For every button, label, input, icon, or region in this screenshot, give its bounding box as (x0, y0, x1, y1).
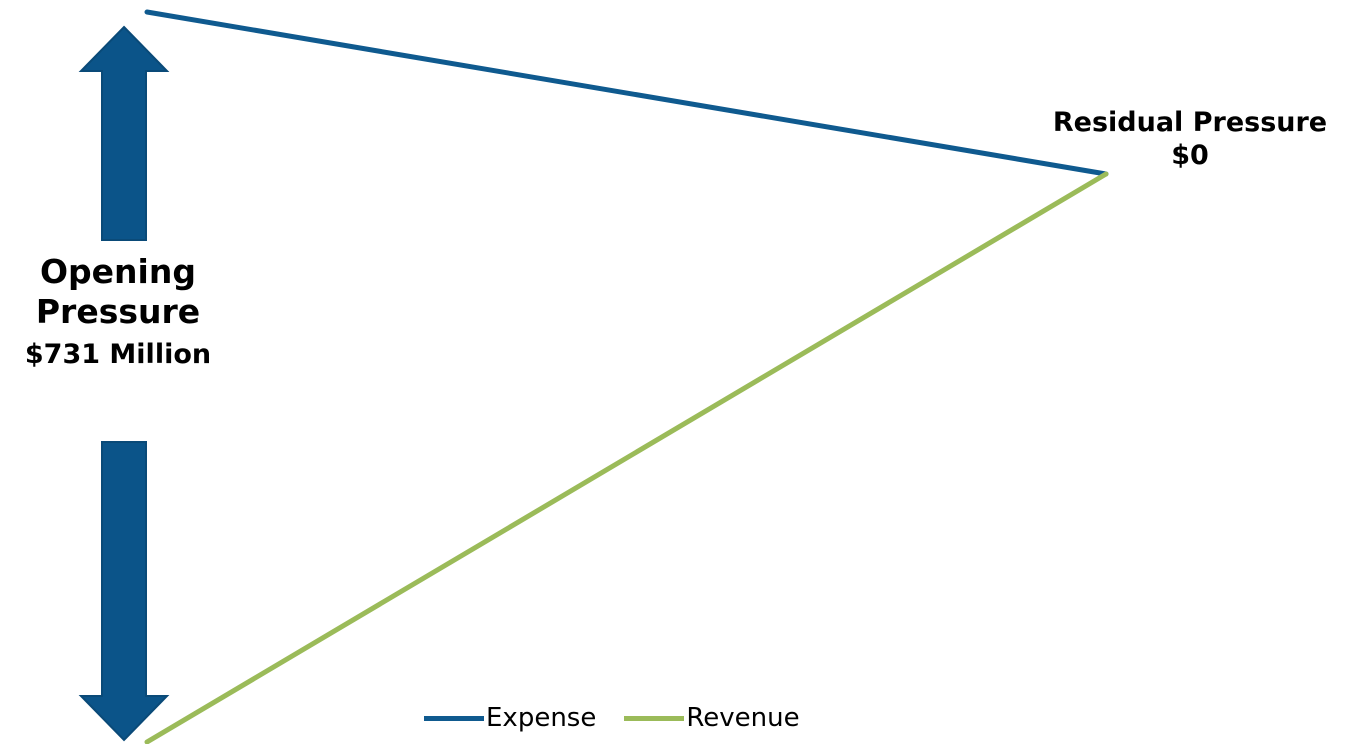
legend-item-expense: Expense (424, 703, 596, 733)
legend-label-revenue: Revenue (686, 703, 800, 733)
series-lines (144, 9, 1109, 744)
legend-swatch-revenue (624, 715, 685, 721)
legend-item-revenue: Revenue (624, 703, 800, 733)
opening-pressure-line1: Opening (40, 252, 196, 291)
residual-pressure-title: Residual Pressure (1052, 107, 1328, 138)
residual-pressure-label: Residual Pressure $0 (1010, 107, 1353, 173)
opening-pressure-value: $731 Million (24, 338, 212, 370)
arrow-down-icon (78, 441, 170, 742)
legend-swatch-expense (424, 715, 484, 721)
arrow-up-icon (78, 25, 170, 241)
opening-pressure-label: Opening Pressure $731 Million (0, 252, 236, 371)
opening-pressure-line2: Pressure (35, 292, 201, 332)
series-line-expense (144, 9, 1109, 177)
series-line-revenue (144, 171, 1109, 744)
legend-label-expense: Expense (486, 703, 597, 733)
residual-pressure-value: $0 (1171, 139, 1209, 171)
chart-legend: Expense Revenue (424, 700, 828, 736)
opening-pressure-arrows (78, 25, 170, 742)
